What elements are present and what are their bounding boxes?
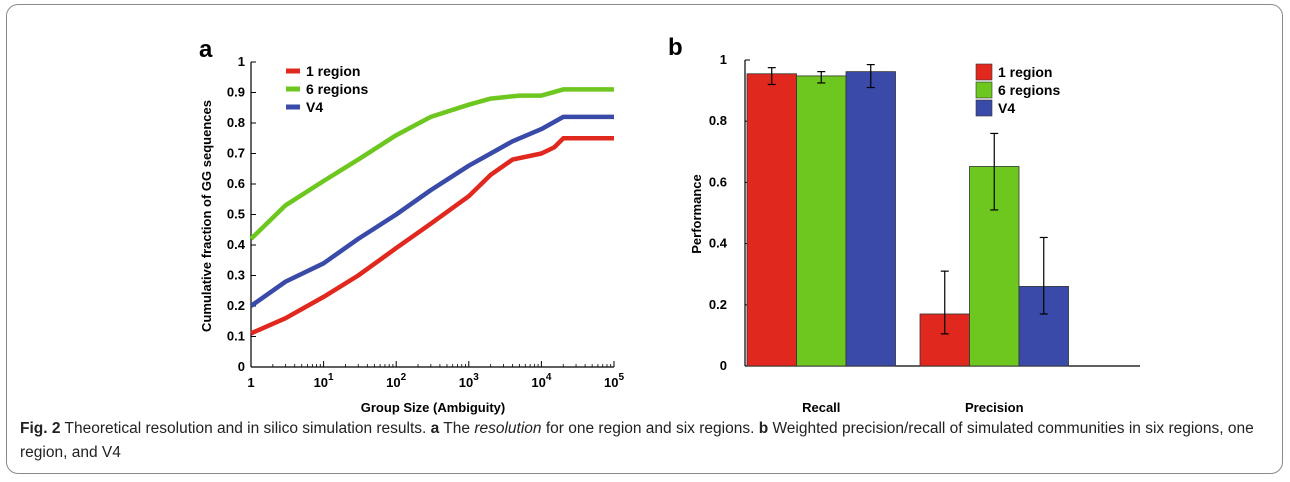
- y-tick-label: 0.6: [227, 176, 245, 191]
- y-tick-label: 0.6: [709, 174, 727, 189]
- legend-label: 6 regions: [306, 81, 368, 97]
- legend-label: 6 regions: [998, 82, 1060, 98]
- caption-text-4: Weighted precision/recall of simulated c…: [20, 420, 1254, 461]
- y-tick-label: 0.1: [227, 329, 245, 344]
- x-tick-label: 101: [314, 372, 334, 390]
- caption-text-1: Theoretical resolution and in silico sim…: [60, 420, 431, 437]
- caption-text-2: The: [439, 420, 475, 437]
- panel-a-x-axis-label: Group Size (Ambiguity): [361, 400, 505, 415]
- category-label: Precision: [965, 400, 1024, 415]
- panel-a: a 0 0.1 0.2 0.3 0.4 0.5 0.6 0.7 0.8 0.9 1 1 101 102 10…: [199, 36, 624, 415]
- y-tick-label: 0.4: [709, 236, 728, 251]
- y-tick-label: 0.3: [227, 268, 245, 283]
- legend-swatch: [975, 81, 993, 99]
- y-tick-label: 0: [238, 359, 245, 374]
- panel-b: b 0 0.2 0.4 0.6 0.8 1 Recall Precision 1 region 6…: [668, 34, 1140, 415]
- bar: [845, 71, 896, 367]
- y-tick-label: 0.4: [227, 237, 246, 252]
- series-line: [249, 87, 614, 241]
- caption-figure-number: Fig. 2: [20, 420, 61, 437]
- legend-label: V4: [306, 99, 323, 115]
- legend-swatch: [975, 99, 993, 117]
- panel-a-label: a: [199, 36, 213, 63]
- caption-label-a: a: [430, 420, 440, 437]
- caption-label-b: b: [758, 420, 769, 437]
- figure-caption: Fig. 2 Theoretical resolution and in sil…: [20, 417, 1270, 465]
- y-tick-label: 1: [238, 54, 245, 69]
- y-tick-label: 0.8: [709, 113, 727, 128]
- caption-italic: resolution: [474, 420, 542, 437]
- series-line: [249, 114, 614, 308]
- y-tick-label: 0: [720, 358, 727, 373]
- x-tick-label: 102: [386, 372, 406, 390]
- legend-label: V4: [998, 100, 1015, 116]
- x-tick-label: 1: [247, 375, 254, 390]
- legend-label: 1 region: [998, 64, 1052, 80]
- panel-a-plot: 0 0.1 0.2 0.3 0.4 0.5 0.6 0.7 0.8 0.9 1 1 101 102 103 1…: [227, 54, 625, 390]
- y-tick-label: 0.5: [227, 207, 245, 222]
- panel-b-plot: 0 0.2 0.4 0.6 0.8 1 Recall Precision 1 region 6 r…: [709, 52, 1140, 415]
- bar: [746, 73, 797, 367]
- x-tick-label: 104: [531, 372, 551, 390]
- y-tick-label: 0.7: [227, 146, 245, 161]
- y-tick-label: 0.9: [227, 85, 245, 100]
- panel-b-y-axis-label: Performance: [689, 174, 704, 253]
- y-tick-label: 0.8: [227, 115, 245, 130]
- panel-a-y-axis-label: Cumulative fraction of GG sequences: [199, 100, 214, 332]
- y-tick-label: 0.2: [709, 297, 727, 312]
- caption-text-3: for one region and six regions.: [541, 420, 759, 437]
- y-tick-label: 0.2: [227, 298, 245, 313]
- legend-label: 1 region: [306, 63, 360, 79]
- legend-swatch: [975, 63, 993, 81]
- category-label: Recall: [802, 400, 840, 415]
- figure-frame: [6, 4, 1283, 474]
- series-line: [250, 136, 614, 336]
- x-tick-label: 103: [459, 372, 479, 390]
- panel-b-label: b: [668, 34, 683, 61]
- x-tick-label: 105: [604, 372, 624, 390]
- y-tick-label: 1: [720, 52, 727, 67]
- bar: [796, 75, 847, 367]
